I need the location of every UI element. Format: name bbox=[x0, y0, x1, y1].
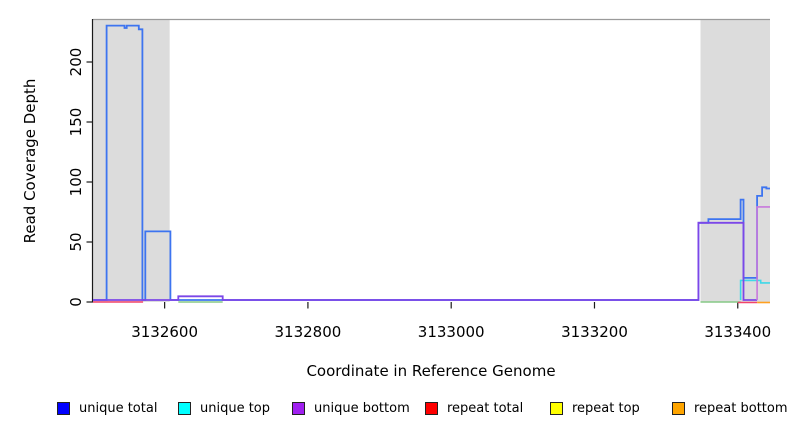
shaded-region bbox=[700, 20, 770, 302]
series-line-unique-bottom bbox=[93, 221, 758, 301]
legend-label: repeat total bbox=[447, 401, 524, 416]
x-axis-title: Coordinate in Reference Genome bbox=[306, 362, 556, 380]
series-line-unique-top bbox=[739, 279, 770, 300]
y-tick-label: 150 bbox=[67, 107, 85, 137]
y-axis-title: Read Coverage Depth bbox=[21, 78, 39, 244]
legend-swatch-repeat-total bbox=[425, 402, 438, 415]
legend-item-repeat-total: repeat total bbox=[425, 400, 523, 417]
legend-item-unique-top: unique top bbox=[178, 400, 270, 417]
x-tick-label: 3133400 bbox=[704, 323, 772, 341]
series-line-unique-total bbox=[93, 24, 770, 301]
x-tick-label: 3132600 bbox=[131, 323, 199, 341]
y-tick-label: 0 bbox=[67, 297, 85, 307]
x-tick-label: 3133000 bbox=[417, 323, 485, 341]
axis-ticks bbox=[86, 61, 739, 309]
legend-label: unique top bbox=[200, 401, 271, 416]
x-tick-label: 3133200 bbox=[561, 323, 628, 341]
legend-item-repeat-top: repeat top bbox=[550, 400, 640, 417]
shaded-region bbox=[93, 20, 170, 302]
legend-label: repeat top bbox=[572, 401, 640, 416]
y-tick-label: 100 bbox=[67, 167, 85, 197]
shaded-repeat-regions bbox=[93, 20, 770, 302]
y-tick-label: 50 bbox=[67, 232, 85, 252]
legend-item-unique-total: unique total bbox=[57, 400, 157, 417]
legend-swatch-unique-total bbox=[57, 402, 70, 415]
legend-swatch-unique-top bbox=[178, 402, 191, 415]
legend-label: repeat bottom bbox=[694, 401, 788, 416]
legend-item-unique-bottom: unique bottom bbox=[292, 400, 410, 417]
y-tick-label: 200 bbox=[67, 47, 85, 77]
series-lines bbox=[93, 24, 770, 304]
legend-swatch-repeat-top bbox=[550, 402, 563, 415]
legend-label: unique total bbox=[79, 401, 158, 416]
series-line-unique-bottom bbox=[756, 206, 770, 300]
legend-swatch-repeat-bottom bbox=[672, 402, 685, 415]
legend-swatch-unique-bottom bbox=[292, 402, 305, 415]
legend-label: unique bottom bbox=[314, 401, 410, 416]
legend-item-repeat-bottom: repeat bottom bbox=[672, 400, 788, 417]
x-tick-label: 3132800 bbox=[274, 323, 342, 341]
